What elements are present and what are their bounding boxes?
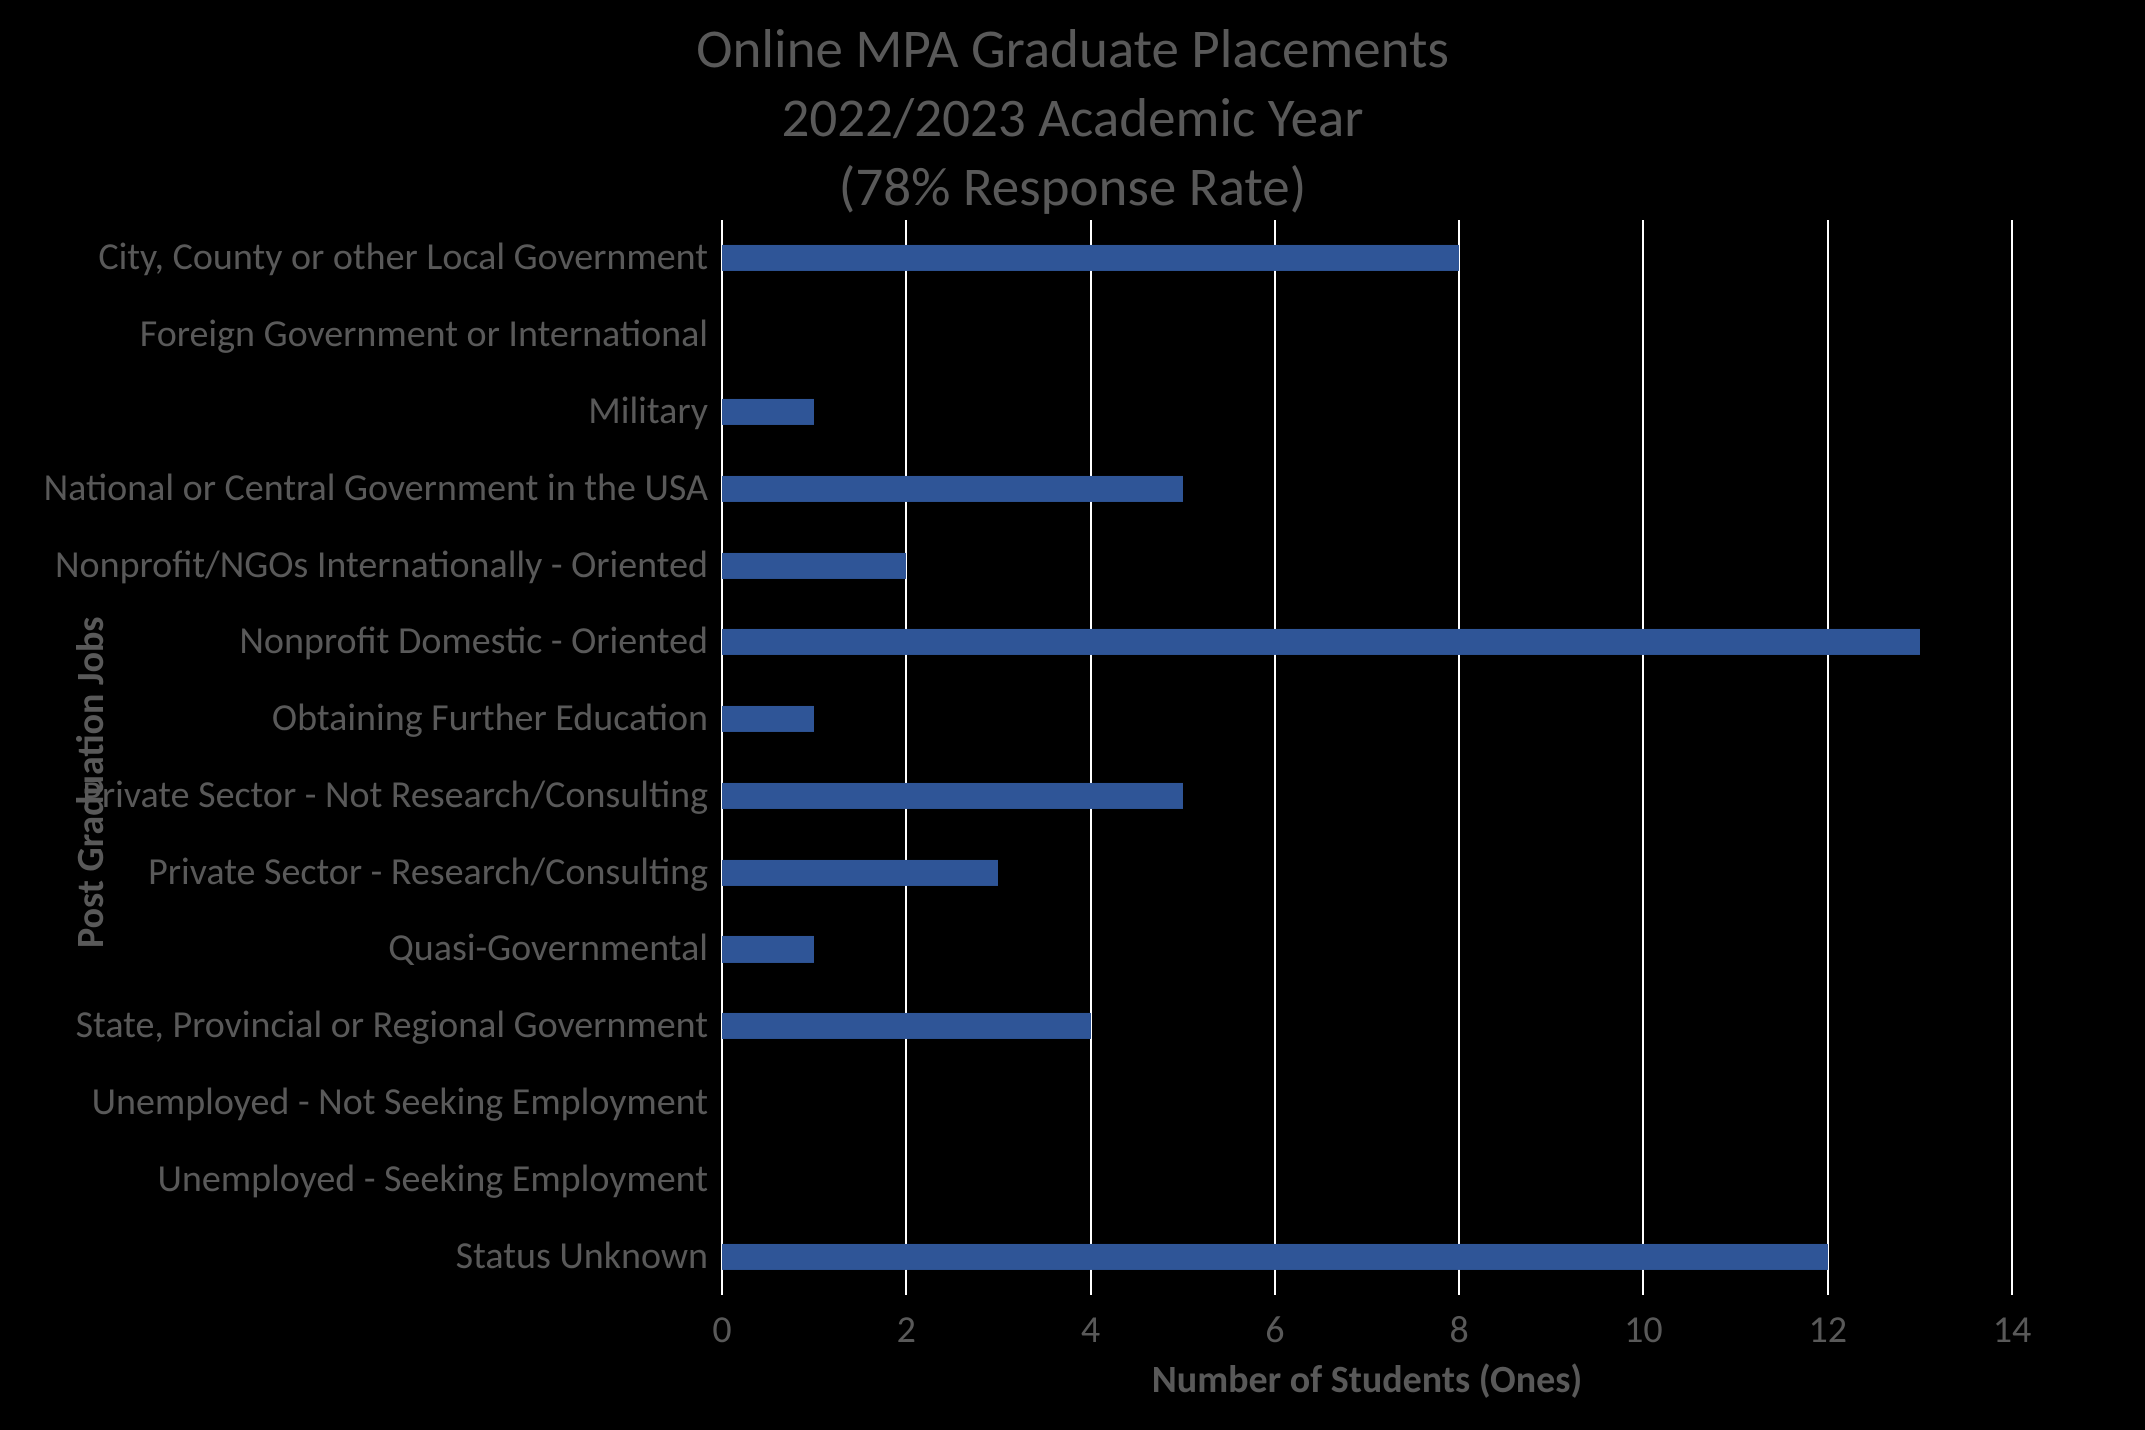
x-tick-label: 12 xyxy=(1808,1307,1847,1353)
bar xyxy=(722,1244,1828,1270)
category-label: Nonprofit/NGOs Internationally - Oriente… xyxy=(55,545,708,587)
category-label: National or Central Government in the US… xyxy=(44,468,708,510)
category-label: State, Provincial or Regional Government xyxy=(76,1005,708,1047)
category-label: Status Unknown xyxy=(456,1236,708,1278)
chart-container: Online MPA Graduate Placements 2022/2023… xyxy=(0,0,2145,1430)
gridline xyxy=(1274,220,1276,1295)
bar xyxy=(722,399,814,425)
category-label: Private Sector - Not Research/Consulting xyxy=(82,775,708,817)
bar xyxy=(722,1013,1091,1039)
gridline xyxy=(1827,220,1829,1295)
category-label: Foreign Government or International xyxy=(140,314,708,356)
gridline xyxy=(1642,220,1644,1295)
bar xyxy=(722,706,814,732)
plot-area xyxy=(722,220,2012,1295)
gridline xyxy=(721,220,723,1295)
bar xyxy=(722,245,1459,271)
category-label: Unemployed - Not Seeking Employment xyxy=(92,1082,708,1124)
x-tick-label: 4 xyxy=(1081,1307,1100,1353)
bar xyxy=(722,936,814,962)
x-tick-label: 14 xyxy=(1993,1307,2032,1353)
bar xyxy=(722,783,1183,809)
chart-title: Online MPA Graduate Placements 2022/2023… xyxy=(0,15,2145,221)
category-label: Nonprofit Domestic - Oriented xyxy=(239,621,708,663)
bar xyxy=(722,552,906,578)
x-tick-label: 0 xyxy=(712,1307,731,1353)
bar xyxy=(722,476,1183,502)
x-tick-label: 6 xyxy=(1265,1307,1284,1353)
bar xyxy=(722,860,998,886)
category-label: Quasi-Governmental xyxy=(388,929,708,971)
gridline xyxy=(2011,220,2013,1295)
category-label: Military xyxy=(588,391,708,433)
gridline xyxy=(1090,220,1092,1295)
category-label: City, County or other Local Government xyxy=(98,237,708,279)
x-tick-label: 8 xyxy=(1450,1307,1469,1353)
x-tick-label: 2 xyxy=(897,1307,916,1353)
x-axis-label: Number of Students (Ones) xyxy=(1107,1357,1627,1403)
gridline xyxy=(905,220,907,1295)
category-label: Private Sector - Research/Consulting xyxy=(148,852,708,894)
gridline xyxy=(1458,220,1460,1295)
x-tick-label: 10 xyxy=(1624,1307,1663,1353)
category-label: Unemployed - Seeking Employment xyxy=(158,1159,709,1201)
category-label: Obtaining Further Education xyxy=(272,698,708,740)
bar xyxy=(722,629,1920,655)
